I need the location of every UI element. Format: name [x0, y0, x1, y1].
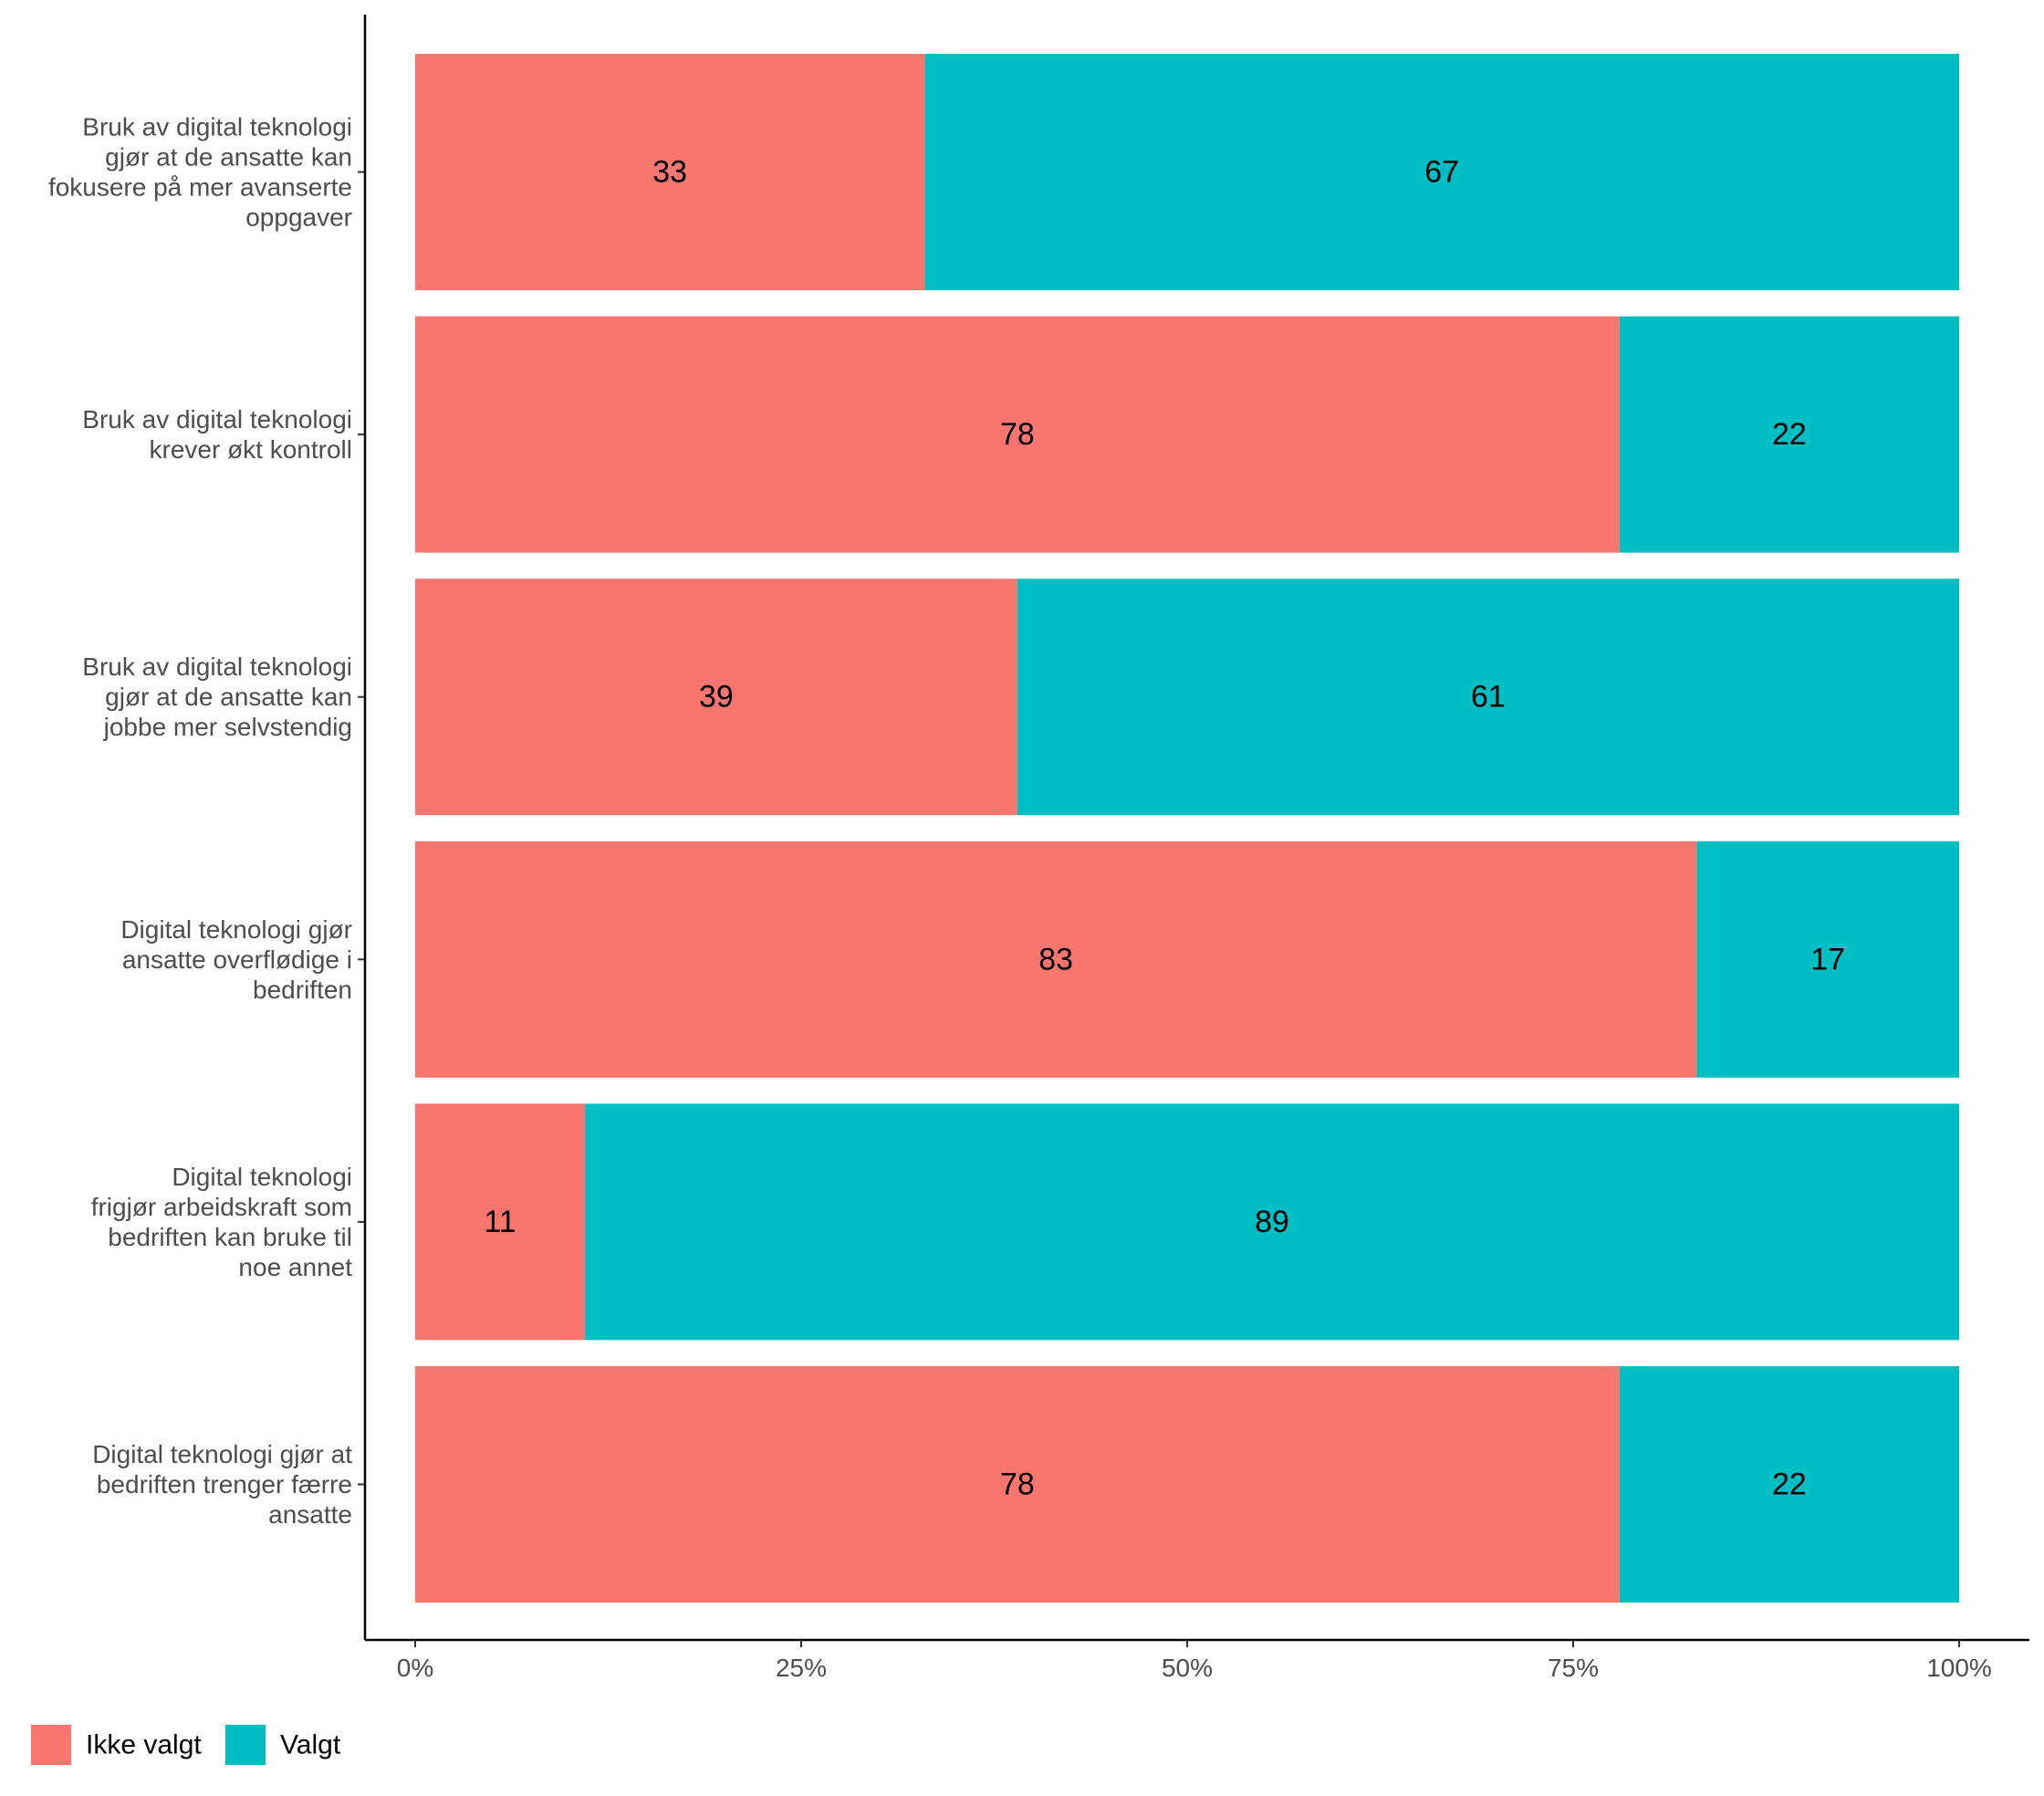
x-tick-label-2: 50%	[1162, 1654, 1213, 1682]
legend-label-ikke-valgt: Ikke valgt	[86, 1730, 202, 1760]
category-label-line: frigjør arbeidskraft som	[91, 1193, 352, 1221]
category-label-line: fokusere på mer avanserte	[48, 173, 352, 202]
data-label-ikke-valgt-1: 78	[1000, 417, 1035, 452]
category-label-line: bedriften	[253, 976, 352, 1004]
category-label-3: Digital teknologi gjør ansatte overflødig…	[120, 915, 352, 1004]
category-label-line: bedriften trenger færre	[97, 1470, 352, 1498]
bar-ikke-valgt-0	[415, 54, 925, 290]
category-label-line: krever økt kontroll	[150, 435, 353, 464]
x-axis: 0% 25% 50% 75% 100%	[365, 1638, 2029, 1682]
x-tick-label-4: 100%	[1926, 1654, 1992, 1682]
bars-layer	[415, 54, 1959, 1603]
data-label-valgt-5: 22	[1772, 1467, 1807, 1502]
category-label-5: Digital teknologi gjør at bedriften treng…	[92, 1440, 352, 1529]
data-labels-layer: 33 67 78 22 39 61 83 17 11 89 78 22	[484, 155, 1845, 1502]
category-label-line: ansatte overflødige i	[122, 945, 352, 974]
data-label-valgt-3: 17	[1810, 942, 1845, 976]
data-label-valgt-2: 61	[1471, 680, 1506, 715]
category-label-line: oppgaver	[245, 204, 352, 232]
bar-valgt-5	[1619, 1366, 1959, 1603]
category-label-line: gjør at de ansatte kan	[105, 143, 352, 172]
category-label-line: gjør at de ansatte kan	[105, 683, 352, 711]
data-label-ikke-valgt-4: 11	[484, 1205, 516, 1239]
x-tick-label-0: 0%	[397, 1654, 433, 1682]
category-label-0: Bruk av digital teknologi gjør at de ansa…	[48, 113, 352, 232]
category-label-line: Bruk av digital teknologi	[82, 113, 352, 141]
x-tick-label-3: 75%	[1548, 1654, 1599, 1682]
category-label-line: Digital teknologi gjør	[120, 915, 352, 944]
data-label-ikke-valgt-2: 39	[699, 680, 734, 715]
category-label-line: noe annet	[238, 1253, 352, 1281]
data-label-ikke-valgt-0: 33	[652, 155, 687, 190]
bar-ikke-valgt-2	[415, 579, 1017, 816]
category-label-line: Bruk av digital teknologi	[82, 405, 352, 433]
category-label-line: bedriften kan bruke til	[108, 1223, 352, 1251]
category-label-4: Digital teknologi frigjør arbeidskraft so…	[91, 1163, 353, 1281]
bar-ikke-valgt-1	[415, 316, 1620, 553]
bar-valgt-4	[585, 1103, 1959, 1341]
bar-valgt-2	[1017, 579, 1959, 816]
bar-valgt-3	[1696, 841, 1959, 1078]
category-label-line: ansatte	[268, 1500, 352, 1529]
data-label-ikke-valgt-3: 83	[1038, 942, 1073, 976]
bar-ikke-valgt-4	[415, 1103, 586, 1341]
data-label-valgt-0: 67	[1424, 155, 1459, 190]
bar-ikke-valgt-5	[415, 1366, 1620, 1603]
legend-swatch-valgt	[225, 1725, 266, 1765]
category-label-line: jobbe mer selvstendig	[103, 713, 352, 741]
data-label-valgt-4: 89	[1255, 1205, 1289, 1239]
category-label-line: Bruk av digital teknologi	[82, 653, 352, 681]
data-label-valgt-1: 22	[1772, 417, 1807, 452]
x-tick-label-1: 25%	[776, 1654, 827, 1682]
bar-valgt-1	[1619, 316, 1959, 553]
category-label-1: Bruk av digital teknologi krever økt kont…	[82, 405, 352, 464]
legend: Ikke valgt Valgt	[31, 1725, 341, 1765]
bar-valgt-0	[924, 54, 1959, 290]
data-label-ikke-valgt-5: 78	[1000, 1467, 1035, 1502]
category-label-line: Digital teknologi gjør at	[92, 1440, 352, 1468]
legend-swatch-ikke-valgt	[31, 1725, 71, 1765]
y-axis: Bruk av digital teknologi gjør at de ansa…	[48, 15, 367, 1640]
bar-ikke-valgt-3	[415, 841, 1697, 1078]
category-label-line: Digital teknologi	[172, 1163, 352, 1191]
category-label-2: Bruk av digital teknologi gjør at de ansa…	[82, 653, 352, 741]
legend-label-valgt: Valgt	[280, 1730, 341, 1760]
